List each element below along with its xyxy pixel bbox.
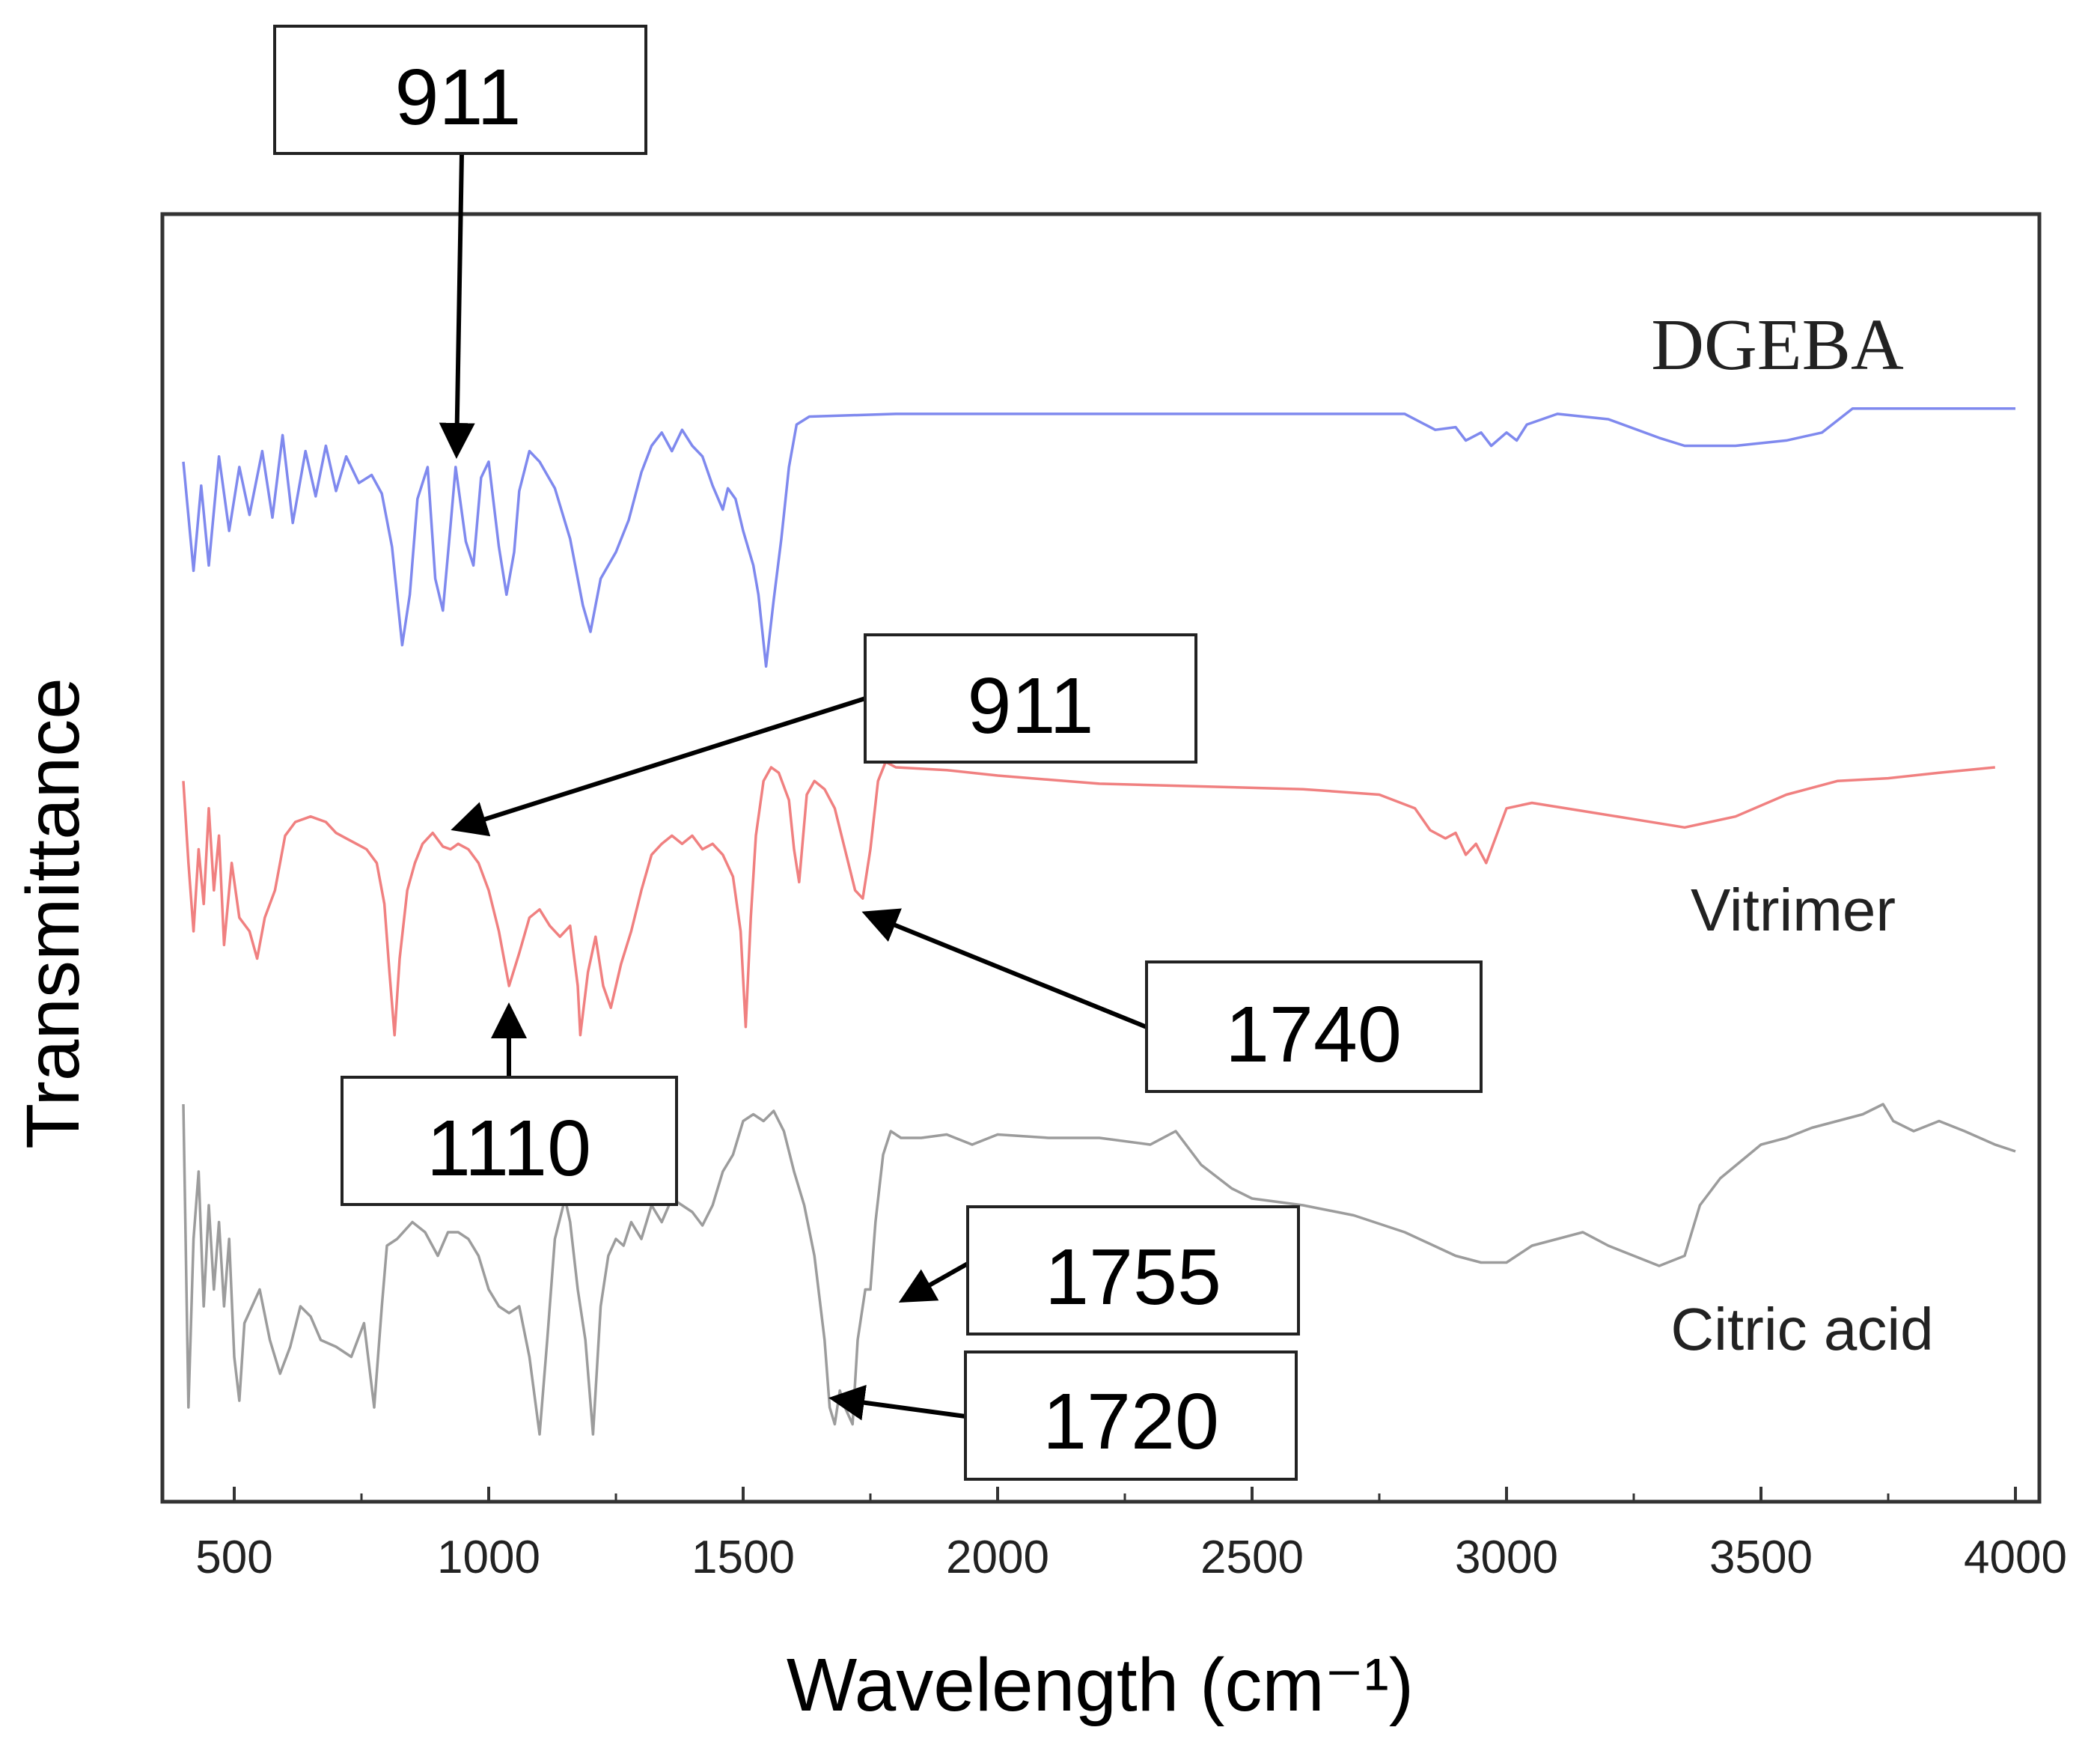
annotation-layer: 911 911 1110 1740 1755 1720	[273, 25, 1483, 1481]
series-line-vitrimer	[182, 760, 1995, 1037]
annotation-label: 911	[968, 662, 1094, 750]
series-line-citric-acid	[182, 1103, 2016, 1436]
annotation-box	[864, 633, 1197, 764]
x-tick-label: 1000	[437, 1532, 540, 1583]
series-label-citric-acid: Citric acid	[1670, 1296, 1933, 1362]
series-label-dgeba: DGEBA	[1651, 305, 1904, 386]
series-line-dgeba	[182, 407, 2015, 668]
annotation-box	[341, 1076, 678, 1206]
x-tick-label: 2500	[1200, 1532, 1304, 1583]
annotation-arrow	[828, 1384, 966, 1421]
annotation-arrow	[439, 153, 475, 459]
x-tick-label: 500	[195, 1532, 272, 1583]
series-layer	[182, 407, 2016, 1436]
annotation-arrow	[451, 696, 866, 837]
annotation-arrow	[898, 1261, 969, 1303]
x-tick-label: 3000	[1455, 1532, 1558, 1583]
x-axis-ticks: 500 1000 1500 2000 2500 3000 3500 4000	[195, 1487, 2067, 1583]
x-tick-label: 3500	[1709, 1532, 1813, 1583]
annotation-arrow	[861, 908, 1148, 1029]
x-axis-title: Wavelength (cm⁻¹)	[787, 1643, 1414, 1727]
x-tick-label: 2000	[946, 1532, 1049, 1583]
x-tick-label: 4000	[1964, 1532, 2067, 1583]
y-axis-title: Transmittance	[11, 677, 95, 1149]
annotation-box	[1145, 960, 1483, 1093]
annotation-label: 1755	[1045, 1233, 1221, 1321]
annotation-label: 1110	[427, 1104, 591, 1193]
annotation-label: 1720	[1043, 1377, 1219, 1466]
annotation-box	[964, 1350, 1298, 1481]
x-tick-label: 1500	[692, 1532, 795, 1583]
annotation-box	[966, 1205, 1300, 1336]
annotation-label: 911	[395, 53, 522, 141]
annotation-box	[273, 25, 647, 155]
series-label-vitrimer: Vitrimer	[1691, 877, 1896, 943]
annotation-label: 1740	[1225, 990, 1402, 1079]
